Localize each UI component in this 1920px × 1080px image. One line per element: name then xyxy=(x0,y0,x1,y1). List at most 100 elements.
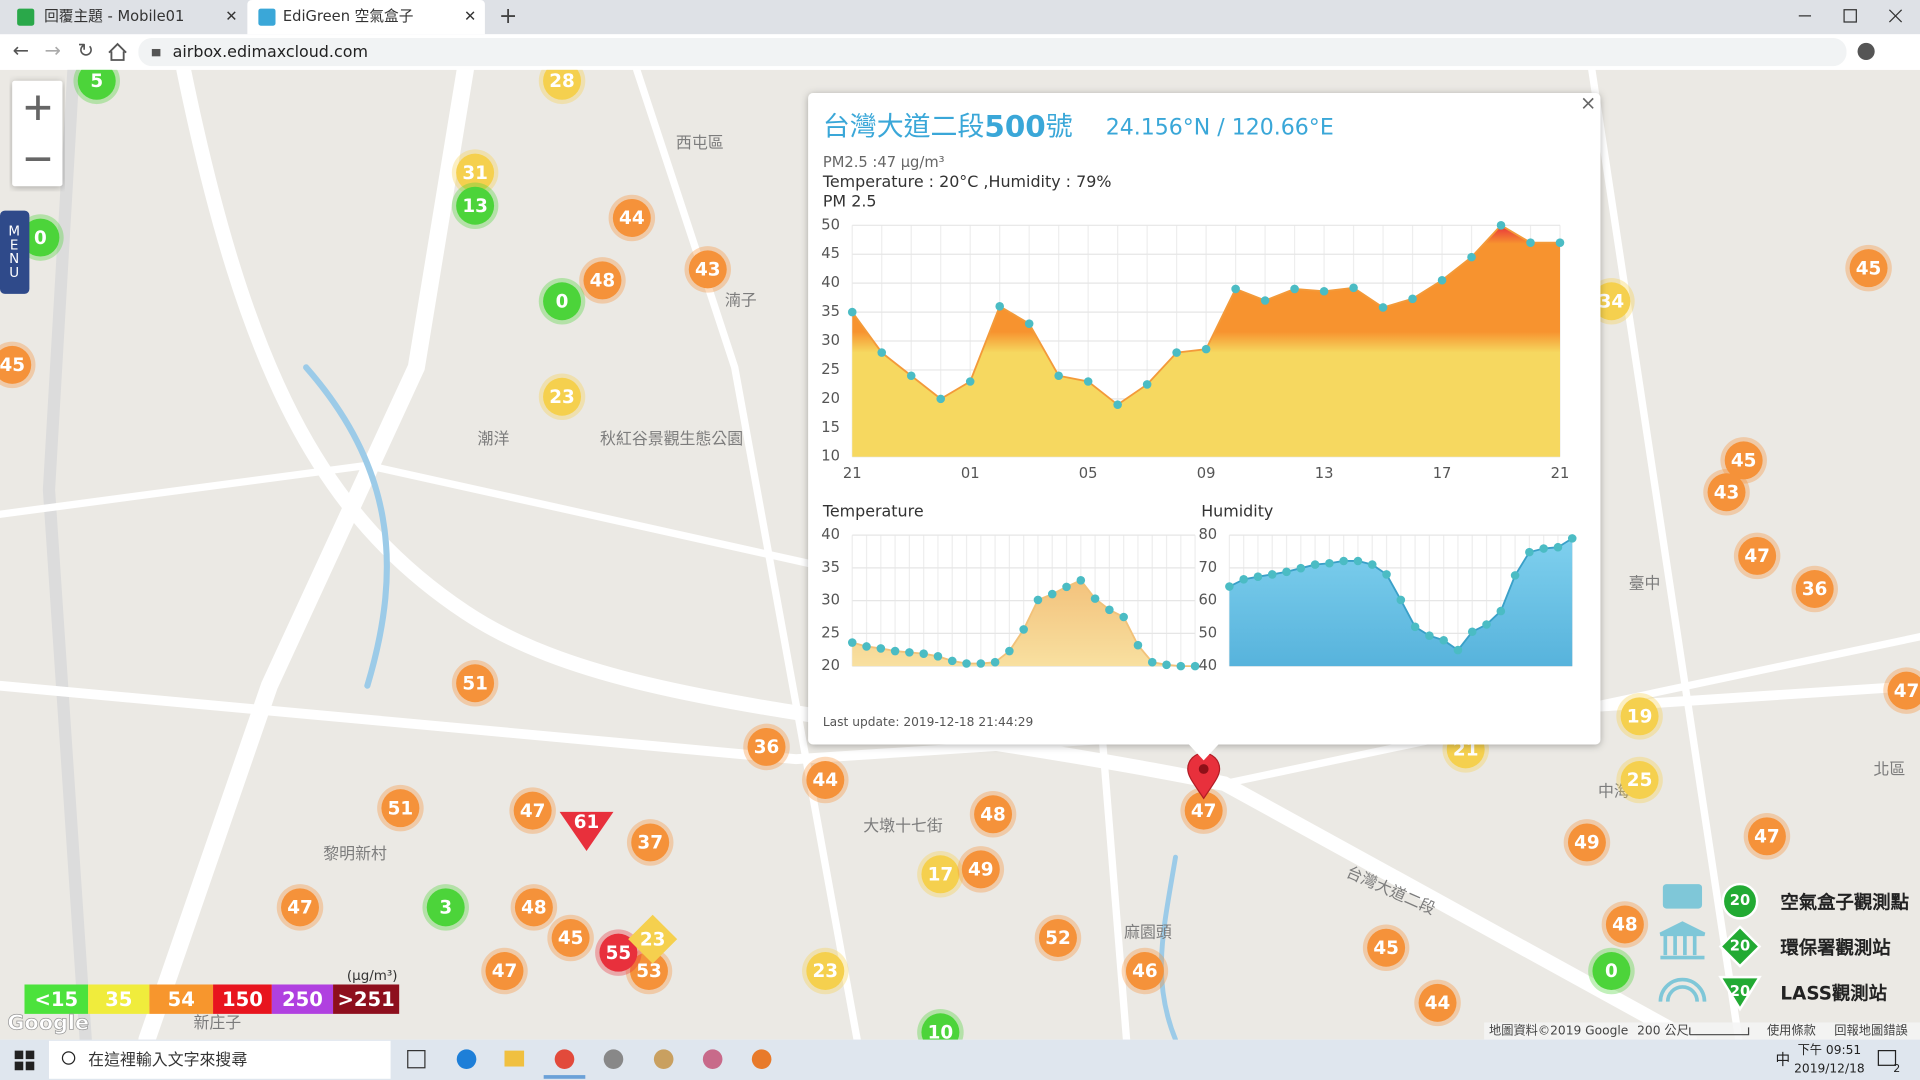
x-tick-label: 13 xyxy=(1315,465,1334,482)
address-bar[interactable] xyxy=(138,37,1847,67)
station-marker[interactable]: 52 xyxy=(1034,914,1082,962)
task-view[interactable] xyxy=(407,1050,426,1069)
station-marker[interactable]: 31 xyxy=(451,149,499,196)
clock-date: 2019/12/18 xyxy=(1794,1061,1865,1075)
search-box[interactable] xyxy=(48,1040,391,1079)
legend-count: 20 xyxy=(1730,983,1750,1000)
profile-icon[interactable] xyxy=(1857,42,1875,60)
station-marker[interactable]: 51 xyxy=(377,784,424,832)
marker-value: 48 xyxy=(1612,915,1638,936)
marker-dot xyxy=(806,761,845,799)
tab-close[interactable]: ✕ xyxy=(464,8,476,25)
station-marker[interactable]: 19 xyxy=(1616,693,1663,740)
data-point xyxy=(1296,563,1306,573)
tab[interactable] xyxy=(0,0,248,35)
edge-icon[interactable] xyxy=(456,1049,477,1069)
tab-close[interactable]: ✕ xyxy=(225,8,237,25)
y-tick-label: 40 xyxy=(821,274,840,291)
forward-button[interactable]: → xyxy=(44,39,60,62)
station-marker[interactable]: 47 xyxy=(481,947,528,995)
station-marker[interactable]: 48 xyxy=(969,791,1017,838)
station-marker[interactable]: 47 xyxy=(509,787,556,834)
station-marker[interactable]: 23 xyxy=(538,373,586,420)
notification-icon[interactable] xyxy=(1877,1050,1897,1066)
station-marker[interactable]: 46 xyxy=(1121,947,1169,995)
station-marker[interactable]: 44 xyxy=(1414,979,1461,1027)
reload-button[interactable]: ↻ xyxy=(78,39,94,62)
data-point xyxy=(1539,544,1548,553)
station-marker[interactable]: 36 xyxy=(743,723,790,771)
station-marker[interactable]: 49 xyxy=(957,846,1005,893)
data-point xyxy=(1467,252,1476,262)
road xyxy=(1098,731,1131,1044)
ime-indicator[interactable]: 中 xyxy=(1776,1051,1791,1068)
station-marker[interactable]: 45 xyxy=(1845,244,1892,292)
station-marker[interactable]: 23 xyxy=(802,947,849,995)
chrome-icon[interactable] xyxy=(554,1049,575,1069)
report-link[interactable]: 回報地圖錯誤 xyxy=(1834,1023,1907,1038)
home-button[interactable] xyxy=(108,42,127,61)
station-marker[interactable]: 3 xyxy=(422,884,469,931)
explorer-icon[interactable] xyxy=(504,1050,525,1067)
station-marker[interactable]: 45 xyxy=(1362,924,1410,972)
station-marker[interactable]: 0 xyxy=(1588,947,1635,995)
tab[interactable] xyxy=(247,0,485,35)
data-point xyxy=(1172,348,1181,357)
app-icon[interactable] xyxy=(702,1049,723,1069)
station-marker[interactable]: 43 xyxy=(684,246,732,293)
marker-value: 61 xyxy=(574,812,600,833)
close-button[interactable]: × xyxy=(1580,92,1596,115)
marker-value: 31 xyxy=(462,163,488,184)
station-marker[interactable]: 47 xyxy=(1743,813,1791,860)
station-marker[interactable]: 48 xyxy=(579,257,626,304)
station-marker[interactable]: 61 xyxy=(559,811,614,852)
station-marker[interactable]: 44 xyxy=(802,756,849,804)
legend-icon xyxy=(1718,925,1762,968)
data-point xyxy=(905,648,914,657)
station-marker[interactable]: 47 xyxy=(1733,532,1781,580)
data-point xyxy=(1319,286,1329,296)
data-point xyxy=(1482,620,1491,629)
station-marker[interactable]: 48 xyxy=(510,884,558,931)
station-marker[interactable]: 53 xyxy=(625,947,673,995)
station-marker[interactable]: 37 xyxy=(626,819,674,866)
attribution: 地圖資料©2019 Google xyxy=(1489,1024,1628,1038)
data-point xyxy=(1467,627,1477,637)
station-marker[interactable]: 45 xyxy=(547,914,594,962)
station-marker[interactable]: 0 xyxy=(538,277,586,325)
data-point xyxy=(1176,661,1186,671)
station-marker[interactable]: 44 xyxy=(608,194,656,242)
marker-dot xyxy=(630,952,668,990)
new-tab[interactable]: + xyxy=(499,4,517,29)
marker-value: 47 xyxy=(1754,827,1780,848)
station-marker[interactable]: 48 xyxy=(1601,901,1649,948)
zoom-in[interactable] xyxy=(25,95,51,120)
data-point xyxy=(1047,589,1057,599)
start-button[interactable] xyxy=(14,1050,35,1071)
tab-icon xyxy=(258,8,276,26)
station-marker[interactable]: 45 xyxy=(0,341,36,389)
app-icon[interactable] xyxy=(751,1049,772,1069)
station-marker[interactable]: 43 xyxy=(1703,468,1750,516)
data-point xyxy=(1005,646,1014,656)
back-button[interactable]: ← xyxy=(13,39,29,62)
station-marker[interactable]: 47 xyxy=(1883,667,1920,714)
marker-dot xyxy=(1418,983,1457,1022)
station-marker[interactable]: 45 xyxy=(1720,437,1767,484)
station-marker[interactable]: 13 xyxy=(451,182,499,229)
station-marker[interactable]: 47 xyxy=(1180,787,1227,834)
station-marker[interactable]: 47 xyxy=(276,884,324,931)
station-marker[interactable]: 36 xyxy=(1791,565,1838,613)
marker-value: 43 xyxy=(1714,482,1740,503)
app-icon[interactable] xyxy=(603,1049,624,1069)
window-controls[interactable] xyxy=(1798,9,1903,23)
station-marker[interactable]: 49 xyxy=(1563,819,1611,866)
app-icon[interactable] xyxy=(653,1049,674,1069)
station-marker[interactable]: 25 xyxy=(1616,756,1663,804)
terms-link[interactable]: 使用條款 xyxy=(1767,1023,1816,1038)
menu-button[interactable] xyxy=(0,210,30,294)
station-marker[interactable]: 17 xyxy=(917,851,964,898)
station-marker[interactable]: 51 xyxy=(451,660,499,707)
data-point xyxy=(1310,560,1320,569)
y-tick-label: 40 xyxy=(1198,657,1217,674)
